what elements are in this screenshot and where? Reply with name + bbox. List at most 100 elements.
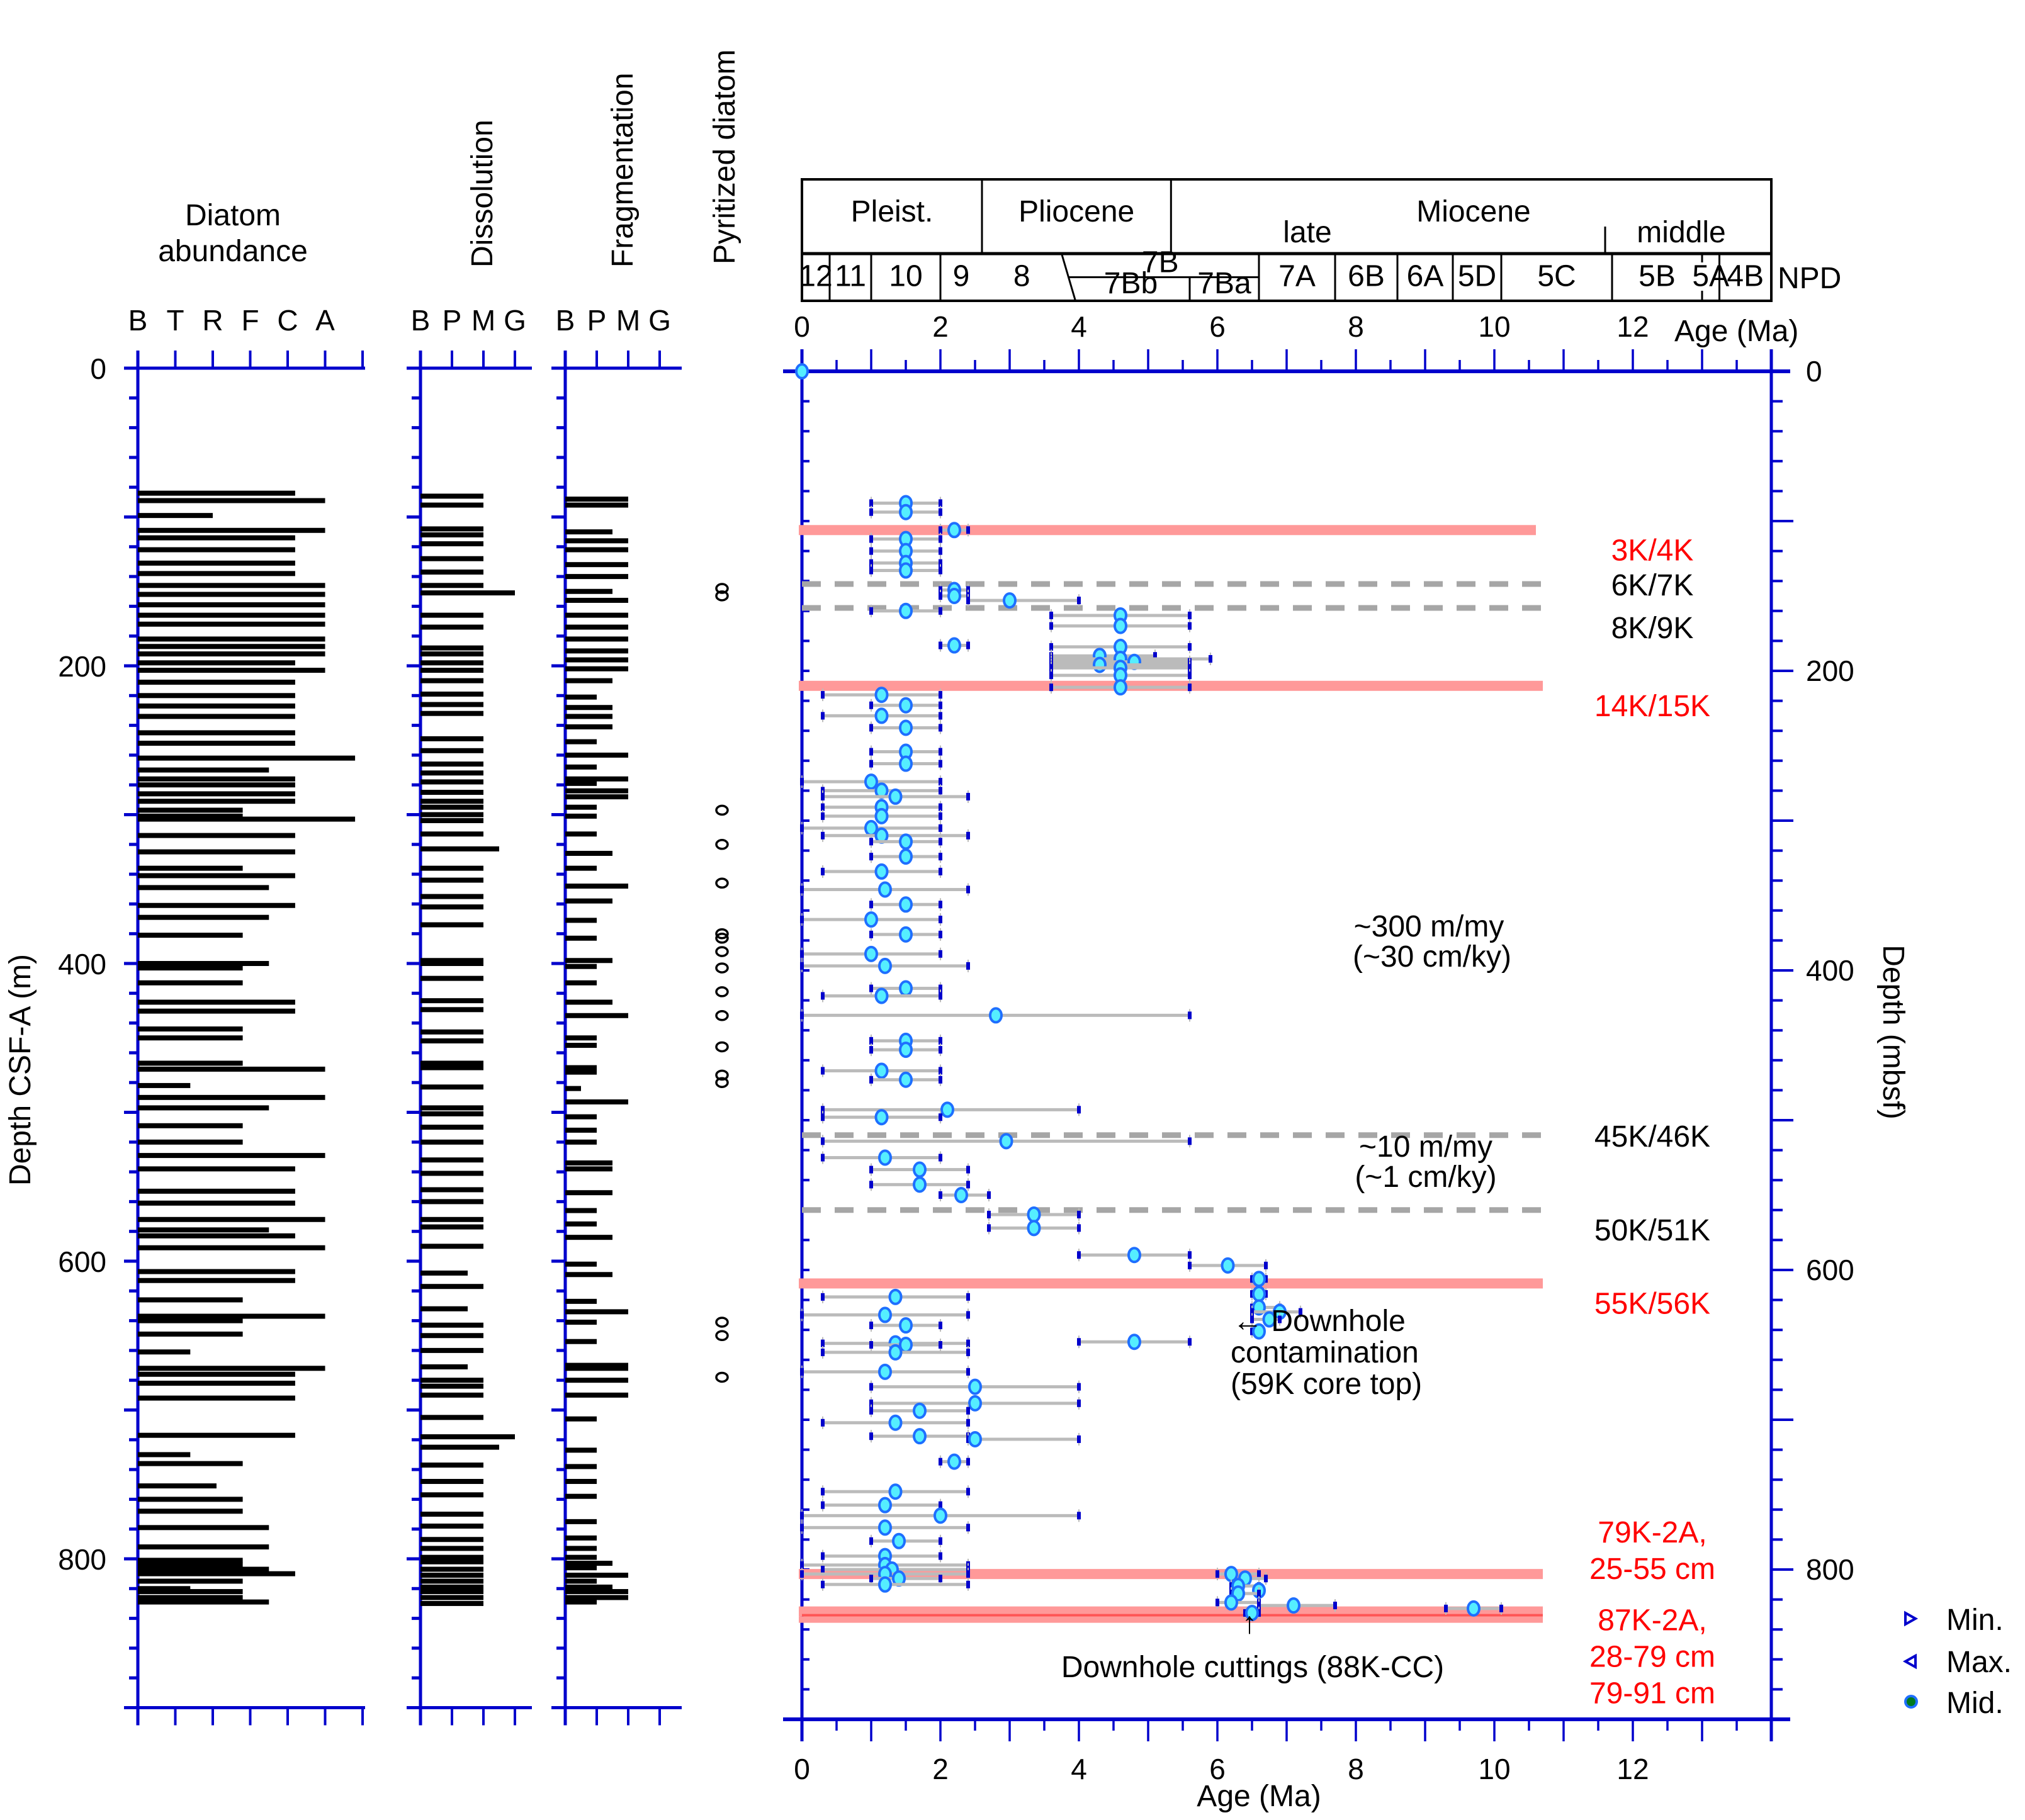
fragmentation-title: Fragmentation	[606, 73, 640, 268]
max-marker	[939, 787, 942, 795]
data-bar	[565, 538, 628, 544]
data-bar	[565, 1221, 597, 1227]
boundary-label: 79K-2A,	[1598, 1516, 1706, 1549]
data-bar	[138, 1558, 243, 1563]
data-bar	[138, 980, 243, 986]
mid-marker	[947, 637, 961, 654]
data-bar	[565, 865, 597, 871]
max-marker	[939, 547, 942, 555]
mid-marker	[947, 588, 961, 604]
zone-label: 10	[889, 260, 922, 293]
max-marker	[966, 1488, 970, 1496]
data-bar	[138, 1200, 295, 1206]
data-bar	[565, 788, 628, 794]
data-bar	[420, 1270, 468, 1276]
mid-marker	[1252, 1323, 1266, 1340]
data-bar	[420, 1216, 483, 1222]
data-bar	[420, 748, 483, 753]
age-depth-axes: 0 0 2 2 4 4 6 6 8 8 10 10 12 12 0 200 400 600 800	[783, 310, 1854, 1785]
data-bar	[138, 933, 243, 938]
max-marker	[1278, 1315, 1282, 1323]
max-marker	[939, 901, 942, 909]
data-bar	[565, 1160, 612, 1166]
pyritized-marker	[715, 962, 729, 974]
data-bar	[565, 1319, 597, 1325]
min-marker	[800, 778, 804, 786]
data-bar	[138, 644, 325, 649]
data-bar	[138, 1060, 243, 1066]
max-marker	[939, 916, 942, 924]
mid-marker	[899, 1042, 913, 1059]
data-bar	[565, 1065, 597, 1070]
max-marker	[1188, 611, 1192, 619]
mid-marker	[1221, 1257, 1235, 1274]
max-marker	[939, 724, 942, 732]
legend-mid-marker	[1904, 1695, 1918, 1709]
data-bar	[138, 914, 269, 920]
mid-marker	[899, 848, 913, 865]
zone-label: 7B	[1142, 246, 1179, 279]
min-marker	[821, 1137, 825, 1145]
right-y-axis-label: Depth (mbsf)	[1876, 945, 1910, 1119]
data-bar	[420, 624, 483, 630]
data-bar	[420, 1322, 483, 1328]
min-marker	[821, 691, 825, 699]
data-bar	[138, 621, 325, 627]
data-bar	[565, 666, 628, 671]
data-bar	[565, 657, 628, 663]
data-bar	[565, 529, 612, 535]
max-marker	[939, 1537, 942, 1545]
min-marker	[821, 992, 825, 1000]
legend-max-label: Max.	[1946, 1646, 2012, 1679]
min-marker	[821, 1501, 825, 1509]
mid-marker	[1252, 1286, 1266, 1303]
pyritized-marker	[715, 1069, 729, 1081]
min-marker	[821, 712, 825, 720]
data-bar	[138, 799, 295, 804]
data-bar	[138, 1245, 325, 1250]
min-marker	[1257, 1602, 1261, 1610]
data-bar	[565, 1416, 597, 1422]
data-bar	[420, 736, 483, 741]
data-bar	[138, 813, 243, 819]
data-bar	[565, 1127, 597, 1133]
mid-marker	[888, 1344, 903, 1361]
data-bar	[138, 1395, 295, 1401]
max-marker	[966, 1580, 970, 1588]
bottom-age-tick-label: 2	[932, 1753, 949, 1785]
boundary-label: 87K-2A,	[1598, 1604, 1706, 1637]
rate-low-line1: ~10 m/my	[1359, 1130, 1492, 1164]
max-marker	[1077, 1210, 1081, 1218]
subepoch-label: middle	[1637, 216, 1725, 249]
min-marker	[1049, 664, 1053, 672]
min-marker	[869, 566, 873, 575]
data-bar	[420, 799, 483, 804]
data-bar	[420, 1333, 483, 1339]
data-bar	[138, 767, 269, 773]
data-bar	[420, 1171, 483, 1176]
data-bar	[420, 975, 483, 981]
data-bar	[138, 755, 356, 761]
data-bar	[138, 1123, 243, 1128]
data-bar	[420, 660, 483, 666]
category-label: M	[471, 304, 495, 337]
data-bar	[420, 958, 483, 963]
data-bar	[138, 1216, 325, 1222]
rate-high-line2: (~30 cm/ky)	[1353, 940, 1511, 974]
min-marker	[869, 930, 873, 938]
max-marker	[939, 1154, 942, 1162]
max-marker	[939, 803, 942, 811]
data-bar	[565, 1519, 597, 1524]
bottom-age-tick-label: 6	[1209, 1753, 1226, 1785]
data-bar	[138, 1105, 269, 1111]
rate-high-line1: ~300 m/my	[1354, 910, 1504, 943]
min-marker	[939, 592, 942, 600]
mid-marker	[899, 503, 913, 520]
max-marker	[966, 1181, 970, 1189]
min-marker	[1216, 1598, 1219, 1607]
pyritized-panel	[715, 583, 729, 1383]
max-marker	[939, 1036, 942, 1045]
mid-marker	[878, 881, 892, 898]
pyritized-marker	[715, 928, 729, 940]
